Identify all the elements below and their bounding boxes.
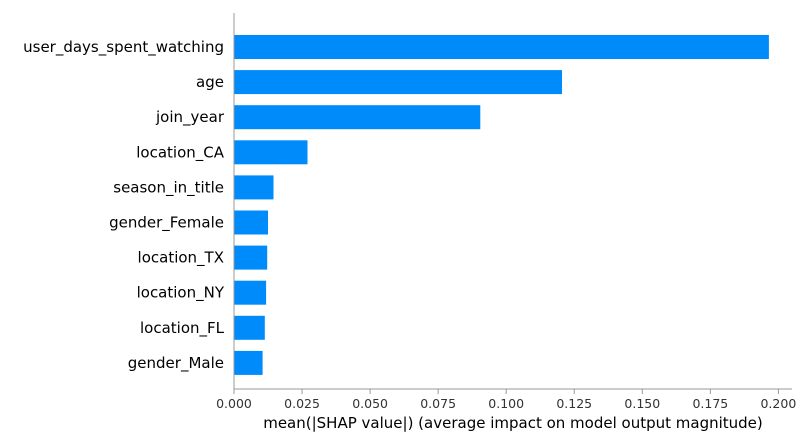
category-label: location_FL <box>140 319 225 338</box>
category-label: gender_Male <box>128 354 224 373</box>
x-tick-label: 0.200 <box>760 396 796 411</box>
category-label: age <box>196 73 224 91</box>
x-tick-label: 0.025 <box>284 396 320 411</box>
category-label: location_CA <box>136 143 224 162</box>
x-ticks: 0.000 0.025 0.050 0.075 0.100 0.125 0.150 0.175… <box>216 389 796 411</box>
x-tick-label: 0.100 <box>488 396 524 411</box>
bar-location_FL <box>234 315 265 340</box>
bar-location_CA <box>234 140 308 165</box>
bar-season_in_title <box>234 175 274 200</box>
bars-group <box>234 35 769 375</box>
bar-location_TX <box>234 245 268 270</box>
x-tick-label: 0.050 <box>352 396 388 411</box>
category-label: location_TX <box>138 249 224 268</box>
x-tick-label: 0.125 <box>556 396 592 411</box>
category-label: join_year <box>155 108 225 127</box>
bar-join_year <box>234 105 481 130</box>
x-tick-label: 0.075 <box>420 396 456 411</box>
x-tick-label: 0.150 <box>624 396 660 411</box>
bar-user_days_spent_watching <box>234 35 769 59</box>
x-tick-label: 0.000 <box>216 396 252 411</box>
x-axis-title: mean(|SHAP value|) (average impact on mo… <box>263 414 763 432</box>
category-label: gender_Female <box>109 214 224 233</box>
bar-age <box>234 70 562 95</box>
category-label: user_days_spent_watching <box>23 38 224 57</box>
bar-gender_Female <box>234 210 268 235</box>
category-label: location_NY <box>137 284 225 303</box>
bar-location_NY <box>234 280 267 305</box>
x-tick-label: 0.175 <box>692 396 728 411</box>
bar-gender_Male <box>234 350 263 375</box>
category-label: season_in_title <box>113 178 224 197</box>
